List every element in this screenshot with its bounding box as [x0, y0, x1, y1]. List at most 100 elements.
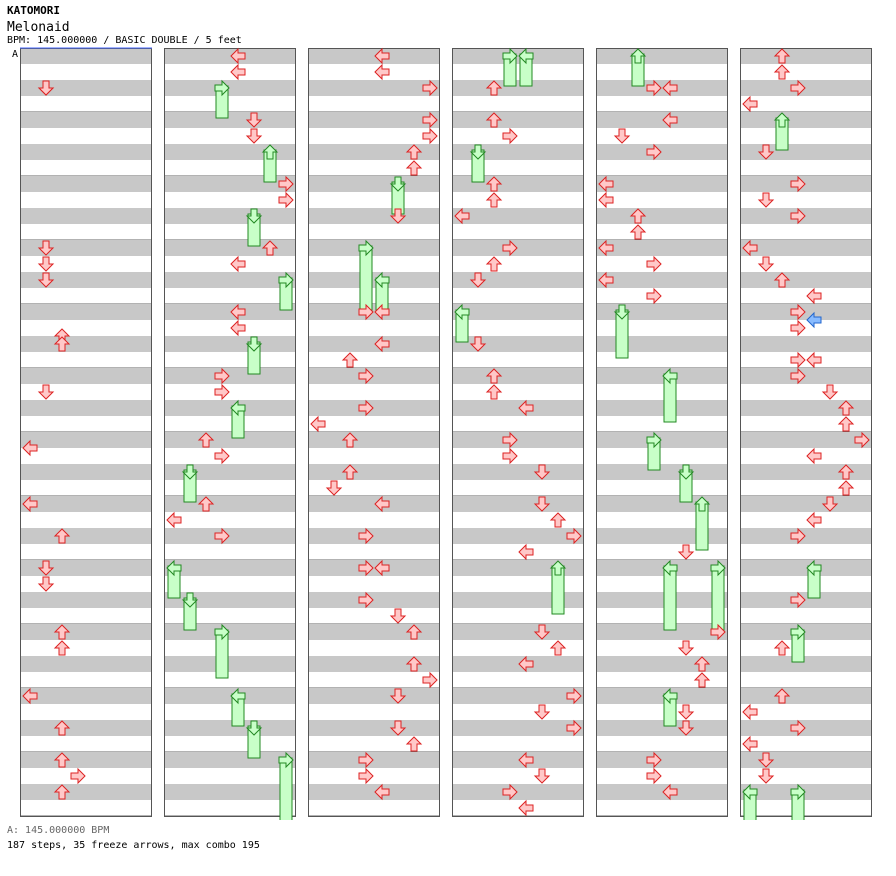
step-arrow-down [533, 464, 551, 480]
beat-stripe [596, 272, 728, 288]
beat-stripe [740, 144, 872, 160]
step-arrow-left [742, 239, 758, 257]
freeze-arrow-right [278, 751, 294, 769]
beat-stripe [20, 496, 152, 512]
step-arrow-up [773, 688, 791, 704]
step-arrow-left [22, 495, 38, 513]
song-title: Melonaid [7, 20, 70, 35]
beat-stripe [308, 176, 440, 192]
beat-stripe [740, 240, 872, 256]
beat-stripe [452, 272, 584, 288]
step-arrow-down [533, 624, 551, 640]
step-arrow-down [677, 704, 695, 720]
beat-stripe [452, 656, 584, 672]
beat-stripe [740, 752, 872, 768]
beat-stripe [740, 496, 872, 512]
step-arrow-up [485, 192, 503, 208]
step-arrow-right [790, 79, 806, 97]
step-arrow-left [22, 439, 38, 457]
step-arrow-left [230, 63, 246, 81]
beat-stripe [596, 432, 728, 448]
step-arrow-up [485, 112, 503, 128]
beat-stripe [164, 144, 296, 160]
step-arrow-left [454, 207, 470, 225]
step-arrow-right [214, 367, 230, 385]
step-arrow-up [549, 640, 567, 656]
step-arrow-right [214, 383, 230, 401]
beat-stripe [596, 400, 728, 416]
beat-stripe [740, 400, 872, 416]
step-arrow-left [806, 511, 822, 529]
beat-stripe [740, 528, 872, 544]
beat-stripe [164, 656, 296, 672]
step-arrow-down [821, 496, 839, 512]
beat-stripe [164, 432, 296, 448]
chart-info: BPM: 145.000000 / BASIC DOUBLE / 5 feet [7, 35, 242, 46]
beat-stripe [308, 48, 440, 64]
beat-stripe [452, 624, 584, 640]
column-frame [452, 48, 584, 817]
step-arrow-right [566, 687, 582, 705]
step-arrow-up [53, 784, 71, 800]
beat-stripe [20, 528, 152, 544]
beat-stripe [20, 80, 152, 96]
beat-stripe [452, 464, 584, 480]
step-arrow-left [742, 735, 758, 753]
beat-stripe [596, 784, 728, 800]
beat-stripe [740, 624, 872, 640]
freeze-arrow-down [389, 176, 407, 192]
freeze-arrow-down [245, 336, 263, 352]
step-arrow-left [230, 319, 246, 337]
beat-stripe [740, 560, 872, 576]
beat-stripe [20, 112, 152, 128]
step-arrow-left [374, 495, 390, 513]
beat-stripe [452, 432, 584, 448]
beat-stripe [596, 176, 728, 192]
beat-stripe [452, 400, 584, 416]
step-arrow-up [629, 208, 647, 224]
freeze-arrow-right [502, 47, 518, 65]
step-arrow-up [485, 256, 503, 272]
step-arrow-left [518, 751, 534, 769]
step-arrow-left [230, 303, 246, 321]
step-arrow-down [613, 128, 631, 144]
beat-stripe [452, 560, 584, 576]
step-arrow-up [837, 400, 855, 416]
beat-stripe [740, 592, 872, 608]
beat-stripe [452, 176, 584, 192]
beat-stripe [20, 784, 152, 800]
beat-stripe [452, 720, 584, 736]
step-arrow-right [790, 207, 806, 225]
beat-stripe [164, 720, 296, 736]
step-arrow-up [405, 736, 423, 752]
step-arrow-down [469, 336, 487, 352]
beat-stripe [20, 752, 152, 768]
step-arrow-left [518, 655, 534, 673]
beat-stripe [20, 368, 152, 384]
beat-stripe [308, 80, 440, 96]
step-arrow-left [374, 303, 390, 321]
step-arrow-up [773, 64, 791, 80]
beat-stripe [740, 464, 872, 480]
freeze-arrow-right [790, 783, 806, 801]
freeze-arrow-right [646, 431, 662, 449]
step-arrow-right [790, 319, 806, 337]
step-arrow-right [358, 591, 374, 609]
freeze-arrow-left [518, 47, 534, 65]
step-arrow-down [821, 384, 839, 400]
step-arrow-down [533, 704, 551, 720]
beat-stripe [164, 112, 296, 128]
freeze-arrow-up [261, 144, 279, 160]
step-arrow-down [677, 640, 695, 656]
beat-stripe [308, 144, 440, 160]
beat-stripe [308, 688, 440, 704]
step-arrow-down [757, 256, 775, 272]
beat-stripe [596, 464, 728, 480]
step-arrow-right [566, 719, 582, 737]
beat-stripe [164, 368, 296, 384]
beat-stripe [20, 48, 152, 64]
beat-stripe [740, 80, 872, 96]
beat-stripe [308, 304, 440, 320]
freeze-arrow-down [245, 720, 263, 736]
freeze-arrow-down [245, 208, 263, 224]
